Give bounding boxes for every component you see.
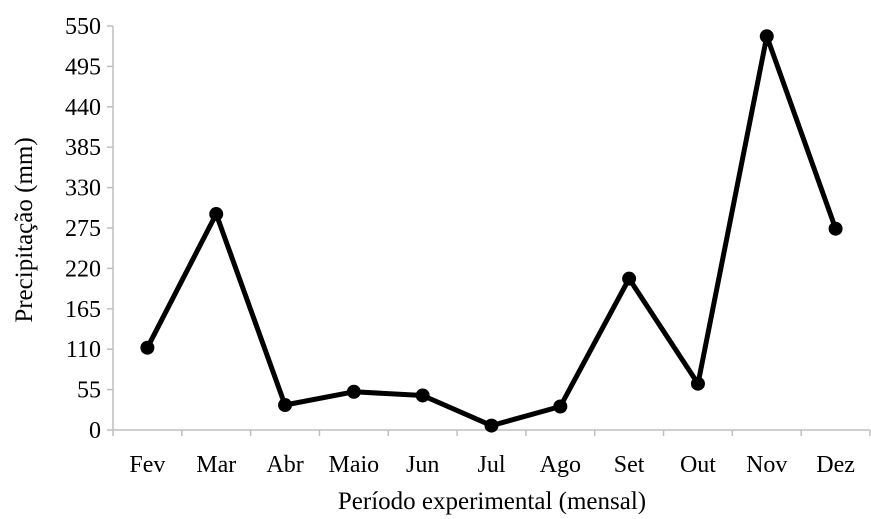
data-point <box>690 376 705 391</box>
y-axis: 0 55 110 165 220 275 330 385 440 495 550 <box>65 14 114 444</box>
x-tick-label: Set <box>614 452 645 478</box>
y-tick-label: 220 <box>65 256 101 282</box>
y-tick-label: 55 <box>77 378 101 404</box>
x-tick-label: Fev <box>129 452 165 478</box>
x-axis-title: Período experimental (mensal) <box>338 488 646 515</box>
data-point <box>346 384 361 399</box>
x-tick-label: Maio <box>329 452 380 478</box>
y-tick-label: 440 <box>65 95 101 121</box>
data-point <box>553 399 568 414</box>
y-tick-label: 275 <box>65 216 101 242</box>
y-tick-label: 385 <box>65 135 101 161</box>
y-tick-label: 165 <box>65 297 101 323</box>
data-point <box>415 388 430 403</box>
data-point <box>622 271 637 286</box>
data-point <box>484 418 499 433</box>
data-point <box>140 340 155 355</box>
data-point <box>828 221 843 236</box>
y-tick-label: 330 <box>65 176 101 202</box>
series-line <box>144 33 839 429</box>
x-tick-label: Nov <box>746 452 787 478</box>
x-tick-label: Mar <box>196 452 236 478</box>
data-point <box>759 29 774 44</box>
x-tick-label: Dez <box>816 452 855 478</box>
data-point <box>278 398 293 413</box>
x-tick-label: Jun <box>406 452 439 478</box>
series-layer <box>140 29 843 433</box>
x-tick-label: Ago <box>540 452 581 478</box>
x-tick-label: Abr <box>266 452 303 478</box>
x-axis: Fev Mar Abr Maio Jun Jul Ago Set Out Nov Dez <box>112 429 871 478</box>
y-tick-label: 0 <box>89 418 101 444</box>
y-tick-label: 110 <box>66 337 101 363</box>
y-tick-label: 550 <box>65 14 101 40</box>
x-tick-label: Out <box>680 452 716 478</box>
y-tick-label: 495 <box>65 54 101 80</box>
y-axis-title: Precipitação (mm) <box>11 137 38 322</box>
data-point <box>209 207 224 222</box>
x-tick-label: Jul <box>477 452 505 478</box>
